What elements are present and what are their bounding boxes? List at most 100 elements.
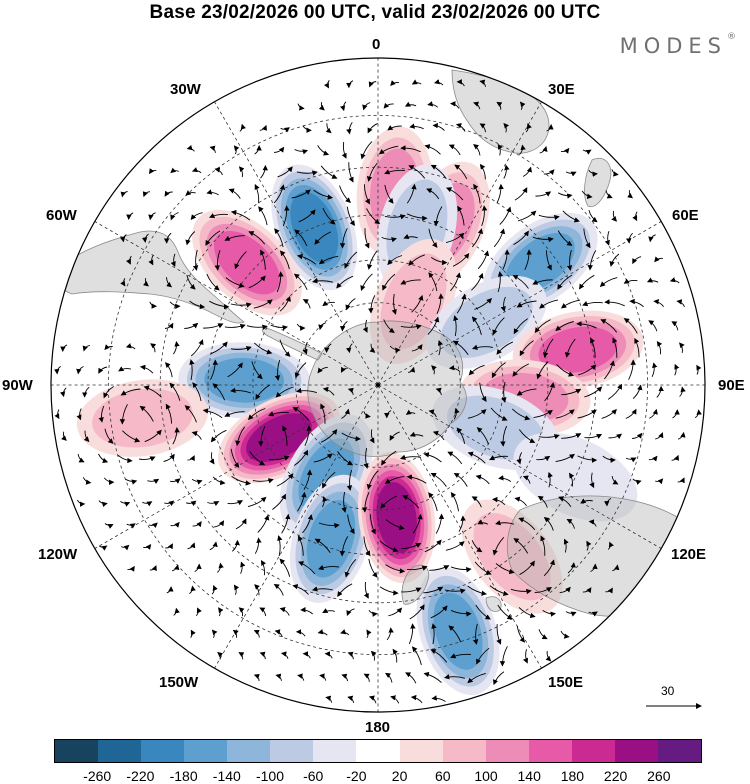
wind-vector	[314, 538, 331, 554]
wind-vector	[367, 122, 378, 134]
wind-vector	[166, 586, 174, 594]
wind-vector	[546, 124, 554, 132]
wind-vector	[125, 478, 138, 485]
wind-vector	[195, 607, 202, 617]
wind-vector	[539, 146, 548, 154]
wind-vector	[317, 629, 328, 636]
wind-vector	[587, 250, 597, 271]
wind-vector	[604, 299, 625, 307]
wind-vector	[475, 604, 491, 620]
wind-vector	[297, 253, 317, 265]
wind-vector	[411, 344, 423, 352]
wind-vector	[340, 101, 347, 112]
wind-vector	[211, 584, 218, 595]
wind-vector	[513, 230, 529, 246]
wind-vector	[322, 386, 335, 396]
wind-vector	[428, 409, 437, 418]
wind-vector	[234, 251, 247, 270]
wind-vector	[184, 322, 199, 329]
wind-vector	[390, 80, 400, 86]
wind-vector	[217, 562, 224, 573]
colorbar-swatch	[184, 740, 228, 762]
wind-vector	[253, 342, 273, 355]
colorbar-tick-label: 100	[474, 768, 498, 784]
wind-vector	[518, 429, 536, 443]
wind-vector	[296, 323, 306, 331]
wind-vector	[400, 279, 421, 285]
wind-vector	[431, 695, 446, 702]
wind-vector	[386, 627, 394, 641]
wind-vector	[227, 500, 243, 506]
wind-vector	[423, 586, 444, 594]
wind-vector	[139, 364, 154, 374]
wind-vector	[489, 455, 508, 461]
wind-vector	[149, 301, 157, 309]
wind-vector	[321, 428, 338, 443]
wind-vector	[366, 162, 378, 182]
lon-label-30e: 30E	[548, 81, 575, 98]
wind-vector	[430, 649, 448, 663]
wind-vector	[259, 124, 267, 131]
wind-vector	[320, 403, 326, 424]
wind-vector	[563, 538, 569, 553]
wind-vector	[280, 127, 290, 133]
wind-vector	[576, 321, 597, 329]
wind-vector	[450, 653, 471, 659]
wind-vector	[214, 249, 221, 271]
wind-vector	[341, 673, 349, 682]
wind-vector	[564, 338, 576, 358]
wind-vector	[369, 429, 375, 444]
wind-vector	[456, 427, 466, 444]
wind-vector	[340, 366, 349, 373]
wind-vector	[347, 514, 355, 535]
wind-vector	[423, 671, 442, 683]
wind-vector	[185, 500, 197, 507]
colorbar-tick-label: -180	[169, 768, 198, 784]
wind-vector	[171, 564, 180, 572]
wind-vector	[322, 471, 336, 489]
wind-vector	[189, 585, 196, 594]
colorbar-tick-label: -220	[126, 768, 155, 784]
wind-vector	[392, 648, 398, 663]
wind-vector	[169, 478, 181, 484]
wind-vector	[584, 433, 603, 439]
wind-vector	[302, 341, 308, 355]
wind-vector	[142, 501, 153, 507]
wind-vector	[238, 166, 245, 178]
wind-vector	[76, 366, 84, 375]
wind-vector	[98, 405, 105, 423]
wind-vector	[190, 629, 196, 638]
antarctica	[307, 320, 467, 457]
wind-vector	[495, 520, 515, 526]
wind-vector	[403, 233, 418, 239]
wind-vector	[423, 452, 442, 463]
wind-vector	[454, 164, 468, 180]
wind-vector	[473, 144, 481, 156]
wind-vector	[272, 493, 286, 510]
wind-vector	[384, 214, 406, 220]
wind-vector	[577, 409, 597, 419]
wind-vector	[147, 478, 160, 484]
wind-vector	[406, 183, 417, 204]
wind-vector	[446, 187, 464, 201]
wind-vector	[302, 514, 314, 534]
wind-vector	[383, 319, 395, 334]
wind-vector	[361, 492, 370, 513]
wind-vector	[368, 295, 376, 314]
wind-vector	[518, 517, 536, 530]
wind-vector	[209, 541, 218, 551]
anomaly-contour	[306, 500, 356, 578]
wind-vector	[302, 651, 311, 659]
wind-vector	[82, 477, 92, 485]
wind-vector	[348, 162, 354, 183]
wind-vector	[277, 166, 293, 178]
wind-vector	[339, 228, 348, 249]
lon-label-150e: 150E	[548, 674, 584, 691]
wind-vector	[294, 149, 309, 155]
wind-vector	[217, 651, 224, 660]
wind-vector	[513, 538, 529, 554]
wind-vector	[254, 145, 262, 155]
wind-vector	[293, 273, 308, 290]
wind-vector	[412, 513, 423, 534]
wind-vector	[259, 651, 266, 660]
